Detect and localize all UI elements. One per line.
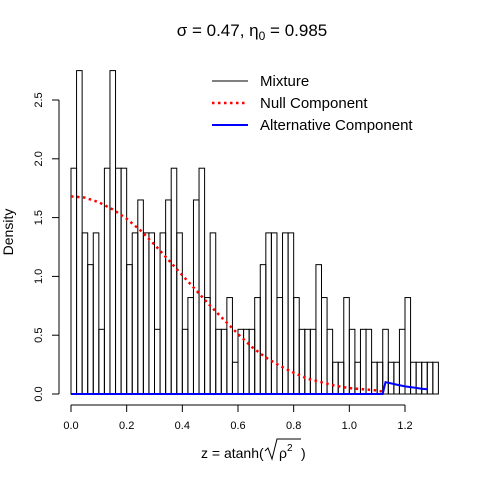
x-axis: 0.0 0.2 0.4 0.6 0.8 1.0 1.2 bbox=[63, 404, 413, 432]
x-axis-title: z = atanh( ρ2 ) bbox=[201, 438, 306, 461]
x-tick-label: 0.4 bbox=[175, 420, 190, 432]
svg-text:z = atanh(: z = atanh( bbox=[201, 445, 264, 461]
histogram-bar bbox=[404, 297, 412, 395]
histogram-bar bbox=[382, 328, 389, 395]
legend-alt-label: Alternative Component bbox=[260, 117, 413, 134]
legend-mixture-label: Mixture bbox=[260, 73, 309, 90]
y-tick-label: 0.0 bbox=[33, 386, 45, 401]
alternative-component-curve bbox=[71, 381, 428, 395]
svg-text:): ) bbox=[301, 445, 306, 461]
y-tick-label: 0.5 bbox=[33, 328, 45, 343]
sqrt-radical bbox=[264, 438, 301, 461]
x-tick-label: 0.8 bbox=[286, 420, 301, 432]
legend-null-label: Null Component bbox=[260, 95, 368, 112]
svg-text:ρ2: ρ2 bbox=[279, 443, 293, 461]
x-tick-label: 0.2 bbox=[119, 420, 134, 432]
legend: Mixture Null Component Alternative Compo… bbox=[212, 73, 413, 134]
x-tick-label: 1.0 bbox=[342, 420, 357, 432]
y-tick-label: 1.5 bbox=[33, 210, 45, 225]
x-tick-label: 0.6 bbox=[230, 420, 245, 432]
histogram-bar bbox=[432, 361, 439, 395]
x-tick-label: 0.0 bbox=[63, 420, 78, 432]
y-tick-label: 2.5 bbox=[33, 92, 45, 107]
y-tick-label: 1.0 bbox=[33, 269, 45, 284]
x-tick-label: 1.2 bbox=[397, 420, 412, 432]
null-component-curve bbox=[70, 195, 383, 393]
y-axis-title: Density bbox=[0, 209, 16, 256]
y-axis: 0.0 0.5 1.0 1.5 2.0 2.5 bbox=[33, 92, 60, 402]
chart-title: σ = 0.47, η0 = 0.985 bbox=[177, 21, 328, 43]
y-tick-label: 2.0 bbox=[33, 151, 45, 166]
